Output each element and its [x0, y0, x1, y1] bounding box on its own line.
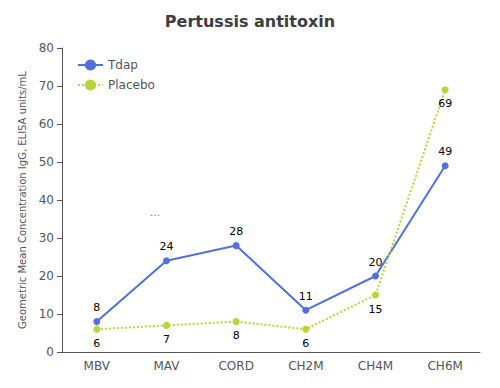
svg-text:30: 30	[39, 231, 54, 245]
svg-text:20: 20	[39, 269, 54, 283]
svg-text:Pertussis antitoxin: Pertussis antitoxin	[165, 12, 335, 31]
svg-text:11: 11	[299, 290, 313, 303]
svg-text:60: 60	[39, 117, 54, 131]
svg-text:8: 8	[233, 329, 240, 342]
svg-text:Geometric Mean Concentration I: Geometric Mean Concentration IgG, ELISA …	[17, 71, 28, 329]
svg-text:69: 69	[438, 97, 452, 110]
svg-text:40: 40	[39, 193, 54, 207]
svg-text:6: 6	[302, 337, 309, 350]
svg-text:20: 20	[369, 256, 383, 269]
svg-text:MAV: MAV	[153, 359, 180, 373]
svg-text:CH6M: CH6M	[427, 359, 462, 373]
svg-text:CORD: CORD	[218, 359, 253, 373]
svg-text:0: 0	[46, 345, 54, 359]
svg-text:7: 7	[163, 333, 170, 346]
svg-text:CH2M: CH2M	[288, 359, 323, 373]
svg-text:Tdap: Tdap	[107, 58, 138, 72]
svg-text:...: ...	[150, 206, 161, 219]
svg-text:15: 15	[369, 303, 383, 316]
svg-text:50: 50	[39, 155, 54, 169]
svg-text:CH4M: CH4M	[358, 359, 393, 373]
svg-text:28: 28	[229, 225, 243, 238]
svg-text:MBV: MBV	[84, 359, 111, 373]
svg-text:49: 49	[438, 145, 452, 158]
svg-text:10: 10	[39, 307, 54, 321]
svg-text:80: 80	[39, 41, 54, 55]
svg-text:8: 8	[93, 301, 100, 314]
svg-text:70: 70	[39, 79, 54, 93]
svg-text:Placebo: Placebo	[108, 78, 155, 92]
svg-text:24: 24	[160, 240, 174, 253]
svg-text:6: 6	[93, 337, 100, 350]
